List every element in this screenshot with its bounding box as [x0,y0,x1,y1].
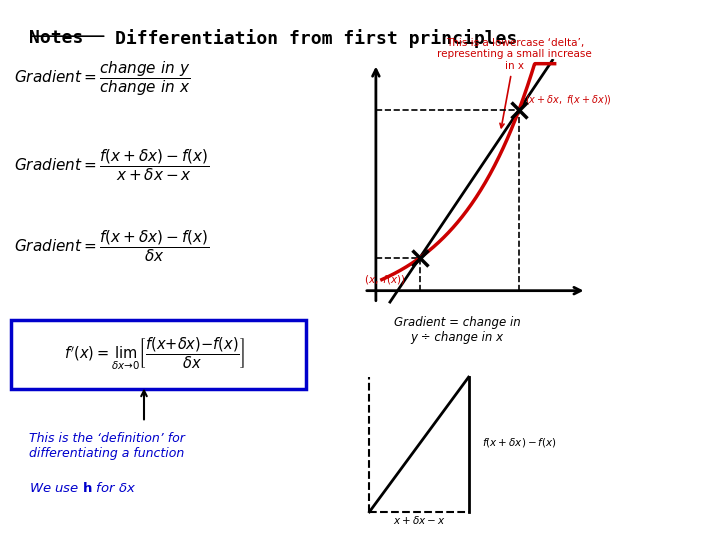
Text: This is the ‘definition’ for
differentiating a function: This is the ‘definition’ for differentia… [29,432,184,460]
Text: $(x,\ f(x))$: $(x,\ f(x))$ [364,273,405,286]
Text: $\mathit{Gradient} = \dfrac{\mathit{change\ in\ y}}{\mathit{change\ in\ x}}$: $\mathit{Gradient} = \dfrac{\mathit{chan… [14,59,191,98]
FancyBboxPatch shape [11,320,306,389]
Text: We use $\mathbf{h}$ for $\delta x$: We use $\mathbf{h}$ for $\delta x$ [29,481,136,495]
Text: Notes: Notes [29,29,84,46]
Text: $(x+\delta x,\ f(x+\delta x))$: $(x+\delta x,\ f(x+\delta x))$ [525,93,612,106]
Text: $f'(x) = \lim_{\delta x \to 0} \left[\dfrac{f(x + \delta x) - f(x)}{\delta x}\ri: $f'(x) = \lim_{\delta x \to 0} \left[\df… [64,335,246,372]
Text: This is a lowercase ‘delta’,
representing a small increase
in x: This is a lowercase ‘delta’, representin… [438,38,592,128]
Text: $x+\delta x - x$: $x+\delta x - x$ [392,514,445,526]
Text: $\mathit{Gradient} = \dfrac{f(x + \delta x) - f(x)}{x + \delta x - x}$: $\mathit{Gradient} = \dfrac{f(x + \delta… [14,147,210,183]
Text: Differentiation from first principles: Differentiation from first principles [115,29,518,48]
Text: Gradient = change in
y ÷ change in x: Gradient = change in y ÷ change in x [394,316,521,344]
Text: $f(x+\delta x) - f(x)$: $f(x+\delta x) - f(x)$ [482,436,557,449]
Text: $\mathit{Gradient} = \dfrac{f(x + \delta x) - f(x)}{\delta x}$: $\mathit{Gradient} = \dfrac{f(x + \delta… [14,228,210,264]
